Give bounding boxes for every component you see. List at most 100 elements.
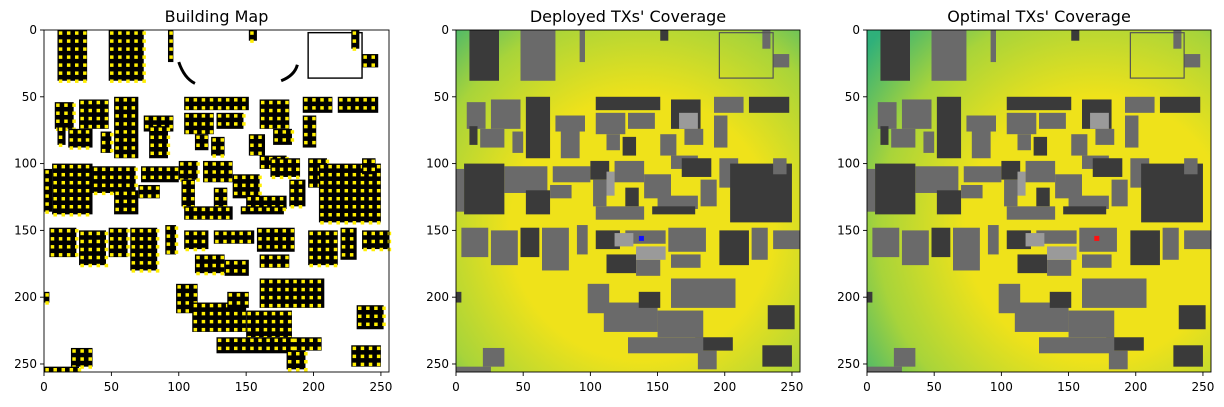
edge-marker	[212, 154, 216, 158]
edge-marker	[123, 130, 128, 134]
building-shadow	[490, 230, 518, 266]
edge-marker	[242, 327, 246, 332]
edge-marker	[382, 314, 386, 319]
edge-marker	[339, 106, 343, 110]
edge-marker	[126, 253, 130, 257]
edge-marker	[104, 124, 109, 129]
edge-marker	[277, 287, 281, 292]
edge-marker	[88, 231, 92, 236]
edge-marker	[193, 239, 198, 244]
edge-marker	[61, 196, 66, 201]
edge-marker	[382, 306, 386, 311]
edge-marker	[45, 293, 49, 297]
edge-marker	[58, 63, 63, 67]
edge-marker	[220, 162, 225, 166]
edge-marker	[74, 79, 79, 83]
building-lit	[1025, 233, 1045, 247]
edge-marker	[274, 207, 278, 212]
y-tick-label: 100	[14, 157, 37, 171]
edge-marker	[85, 213, 90, 217]
edge-marker	[260, 279, 265, 284]
edge-marker	[115, 106, 119, 110]
edge-marker	[215, 231, 219, 236]
edge-marker	[126, 55, 130, 59]
edge-marker	[96, 247, 101, 252]
edge-marker	[368, 213, 373, 217]
road-curve	[280, 64, 299, 83]
edge-marker	[376, 180, 381, 185]
building-shadow	[595, 112, 626, 135]
edge-marker	[161, 116, 165, 121]
edge-marker	[360, 196, 365, 201]
building-shadow	[1184, 54, 1201, 68]
edge-marker	[64, 111, 68, 115]
edge-marker	[339, 98, 343, 102]
edge-marker	[66, 237, 71, 241]
edge-marker	[155, 261, 160, 265]
edge-marker	[260, 156, 265, 161]
edge-marker	[266, 245, 270, 249]
edge-marker	[217, 106, 222, 110]
edge-marker	[325, 231, 330, 236]
edge-marker	[182, 180, 187, 185]
building-lit	[1017, 171, 1026, 196]
building-shadow	[1178, 305, 1206, 330]
edge-marker	[72, 357, 76, 361]
edge-marker	[131, 245, 136, 249]
edge-marker	[228, 170, 233, 174]
edge-marker	[64, 127, 68, 131]
x-tick-label: 50	[927, 380, 942, 394]
building-shadow	[550, 184, 572, 199]
edge-marker	[209, 106, 214, 110]
edge-marker	[204, 263, 208, 268]
edge-marker	[77, 196, 82, 201]
edge-marker	[61, 188, 66, 193]
edge-marker	[285, 263, 289, 268]
edge-marker	[360, 188, 365, 193]
x-tick-label: 0	[863, 380, 871, 394]
edge-marker	[45, 178, 49, 182]
building-shadow	[1006, 112, 1037, 135]
building-shadow	[931, 227, 951, 258]
edge-marker	[333, 255, 338, 260]
edge-marker	[77, 213, 82, 217]
edge-marker	[104, 116, 109, 121]
edge-marker	[269, 303, 273, 308]
edge-marker	[204, 178, 208, 182]
edge-marker	[61, 367, 66, 372]
edge-marker	[204, 271, 208, 276]
edge-marker	[53, 164, 57, 169]
edge-marker	[250, 175, 254, 180]
building-shadow	[891, 128, 916, 148]
edge-marker	[285, 108, 289, 113]
edge-marker	[69, 367, 74, 372]
edge-marker	[110, 148, 114, 153]
edge-marker	[376, 188, 381, 193]
edge-marker	[77, 188, 82, 193]
edge-marker	[317, 159, 322, 164]
edge-marker	[234, 114, 238, 118]
edge-marker	[379, 239, 384, 244]
edge-marker	[88, 239, 92, 244]
edge-marker	[74, 63, 79, 67]
edge-marker	[352, 172, 357, 177]
edge-marker	[217, 319, 222, 324]
edge-marker	[352, 346, 357, 351]
edge-marker	[242, 183, 246, 188]
edge-marker	[234, 311, 238, 316]
edge-marker	[271, 311, 276, 316]
edge-marker	[358, 306, 362, 311]
x-tick-label: 100	[990, 380, 1013, 394]
building	[340, 227, 357, 260]
edge-marker	[80, 365, 84, 369]
edge-marker	[123, 114, 128, 118]
building-shadow	[767, 305, 795, 330]
edge-marker	[242, 106, 246, 110]
edge-marker	[320, 213, 324, 217]
edge-marker	[166, 151, 171, 156]
edge-marker	[50, 237, 55, 241]
edge-marker	[185, 231, 190, 236]
edge-marker	[234, 98, 238, 102]
edge-marker	[166, 167, 171, 172]
building-shadow	[963, 166, 1002, 183]
